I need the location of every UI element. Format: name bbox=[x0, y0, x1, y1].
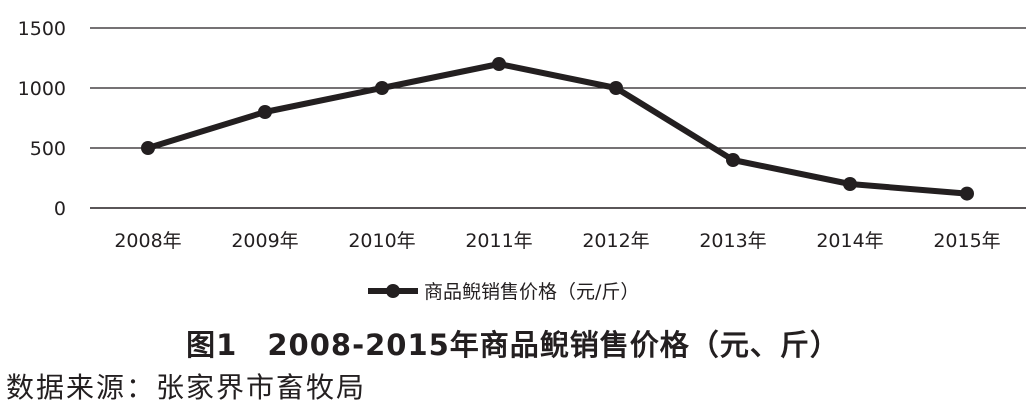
data-source-note: 数据来源：张家界市畜牧局 bbox=[6, 371, 367, 404]
figure-caption: 图1 2008-2015年商品鲵销售价格（元、斤） bbox=[186, 328, 840, 362]
y-tick-label: 500 bbox=[30, 138, 66, 160]
gridlines bbox=[90, 27, 1026, 209]
x-tick-label: 2010年 bbox=[348, 230, 415, 252]
data-point bbox=[141, 141, 155, 155]
data-point bbox=[375, 81, 389, 95]
data-point bbox=[609, 81, 623, 95]
x-tick-label: 2008年 bbox=[114, 230, 181, 252]
x-tick-label: 2013年 bbox=[699, 230, 766, 252]
legend: 商品鲵销售价格（元/斤） bbox=[368, 281, 639, 303]
data-point bbox=[258, 105, 272, 119]
x-tick-label: 2015年 bbox=[933, 230, 1000, 252]
legend-label: 商品鲵销售价格（元/斤） bbox=[424, 281, 639, 303]
x-tick-label: 2012年 bbox=[582, 230, 649, 252]
y-tick-label: 0 bbox=[54, 198, 66, 220]
series-line bbox=[145, 61, 970, 197]
x-axis-ticks: 2008年 2009年 2010年 2011年 2012年 2013年 2014年 2015年 bbox=[114, 230, 1000, 252]
y-tick-label: 1000 bbox=[18, 78, 66, 100]
x-tick-label: 2009年 bbox=[231, 230, 298, 252]
y-axis-ticks: 0 500 1000 1500 bbox=[18, 18, 66, 220]
series-layer bbox=[141, 57, 974, 201]
data-point bbox=[726, 153, 740, 167]
data-point bbox=[960, 186, 974, 201]
data-point bbox=[843, 177, 857, 191]
x-tick-label: 2014年 bbox=[816, 230, 883, 252]
legend-marker bbox=[386, 284, 400, 298]
x-tick-label: 2011年 bbox=[465, 230, 532, 252]
data-point bbox=[492, 57, 506, 71]
y-tick-label: 1500 bbox=[18, 18, 66, 40]
